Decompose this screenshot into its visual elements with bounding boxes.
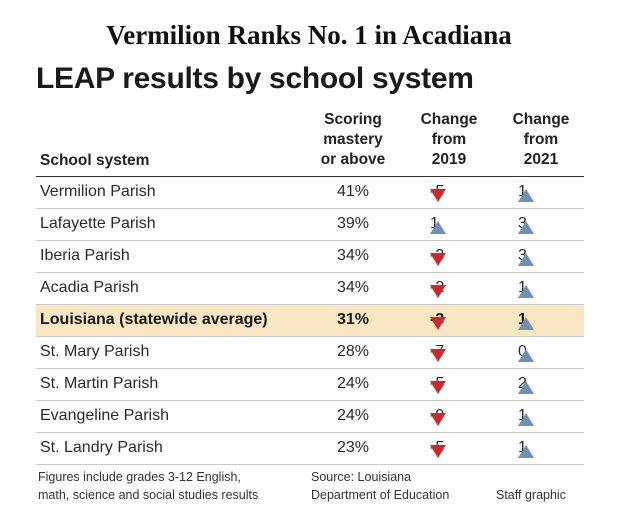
change-2019-cell: -3 <box>430 247 446 266</box>
results-table: School system Scoring mastery or above C… <box>36 100 584 465</box>
table-row: Lafayette Parish 39% 1 3 <box>36 209 584 241</box>
up-triangle-icon <box>518 381 534 394</box>
change-2019-cell: -5 <box>430 183 446 202</box>
mastery-value: 28% <box>336 343 370 360</box>
down-triangle-icon <box>430 381 446 394</box>
down-triangle-icon <box>430 413 446 426</box>
header-change-2021-line-3: 2021 <box>523 151 559 168</box>
table-header: School system Scoring mastery or above C… <box>36 100 584 177</box>
change-2021-cell: 0 <box>518 343 534 362</box>
table-row: St. Martin Parish 24% -5 2 <box>36 369 584 401</box>
table-body: Vermilion Parish 41% -5 1 Lafayette Parish 39… <box>36 177 584 465</box>
footnote: Figures include grades 3-12 English, mat… <box>38 468 258 504</box>
mastery-value: 24% <box>336 375 370 392</box>
mastery-value: 41% <box>336 183 370 200</box>
change-2019-cell: -3 <box>430 311 446 330</box>
school-system-name: St. Martin Parish <box>40 375 159 392</box>
source-note: Source: Louisiana Department of Educatio… <box>311 468 449 504</box>
change-2019-cell: -9 <box>430 407 446 426</box>
down-triangle-icon <box>430 253 446 266</box>
down-triangle-icon <box>430 317 446 330</box>
down-triangle-icon <box>430 445 446 458</box>
source-line-1: Source: Louisiana <box>311 470 412 484</box>
up-triangle-icon <box>518 413 534 426</box>
header-mastery-line-1: Scoring <box>324 111 382 128</box>
footnote-line-2: math, science and social studies results <box>38 488 259 502</box>
header-change-2019-line-3: 2019 <box>431 151 467 168</box>
table-row: Evangeline Parish 24% -9 1 <box>36 401 584 433</box>
up-triangle-icon <box>518 253 534 266</box>
school-system-name: Evangeline Parish <box>40 407 169 424</box>
change-2019-cell: -5 <box>430 439 446 458</box>
mastery-value: 34% <box>336 247 370 264</box>
change-2021-cell: 1 <box>518 279 534 298</box>
change-2021-cell: 1 <box>518 311 534 330</box>
source-line-2: Department of Education <box>311 488 450 502</box>
up-triangle-icon <box>518 349 534 362</box>
mastery-value: 24% <box>336 407 370 424</box>
header-change-2021: Change from 2021 <box>501 110 581 170</box>
mastery-value: 34% <box>336 279 370 296</box>
up-triangle-icon <box>518 189 534 202</box>
school-system-name: St. Landry Parish <box>40 439 163 456</box>
footnote-line-1: Figures include grades 3-12 English, <box>38 470 241 484</box>
table-row: Vermilion Parish 41% -5 1 <box>36 177 584 209</box>
chart-title: LEAP results by school system <box>36 62 474 95</box>
up-triangle-icon <box>518 221 534 234</box>
up-triangle-icon <box>518 285 534 298</box>
mastery-value: 39% <box>336 215 370 232</box>
down-triangle-icon <box>430 189 446 202</box>
down-triangle-icon <box>430 349 446 362</box>
up-triangle-icon <box>518 317 534 330</box>
school-system-name: Vermilion Parish <box>40 183 156 200</box>
change-2019-cell: 1 <box>430 215 446 234</box>
header-change-2019-line-2: from <box>431 131 467 148</box>
table-row: St. Mary Parish 28% -7 0 <box>36 337 584 369</box>
header-change-2019-line-1: Change <box>420 111 478 128</box>
school-system-name: Acadia Parish <box>40 279 139 296</box>
up-triangle-icon <box>518 445 534 458</box>
header-change-2019: Change from 2019 <box>408 110 490 170</box>
up-triangle-icon <box>430 221 446 234</box>
header-mastery-line-3: or above <box>320 151 386 168</box>
table-row: St. Landry Parish 23% -5 1 <box>36 433 584 465</box>
header-change-2021-line-2: from <box>523 131 559 148</box>
header-school-system: School system <box>40 152 150 169</box>
mastery-value: 31% <box>336 311 370 328</box>
school-system-name: Louisiana (statewide average) <box>40 311 268 328</box>
table-row: Louisiana (statewide average) 31% -3 1 <box>36 305 584 337</box>
change-2021-cell: 1 <box>518 439 534 458</box>
change-2019-cell: -7 <box>430 343 446 362</box>
change-2019-cell: -2 <box>430 279 446 298</box>
down-triangle-icon <box>430 285 446 298</box>
change-2021-cell: 3 <box>518 247 534 266</box>
header-change-2021-line-1: Change <box>512 111 570 128</box>
school-system-name: Lafayette Parish <box>40 215 156 232</box>
header-mastery-line-2: mastery <box>323 131 383 148</box>
credit: Staff graphic <box>496 488 566 502</box>
table-row: Acadia Parish 34% -2 1 <box>36 273 584 305</box>
header-mastery: Scoring mastery or above <box>311 110 395 170</box>
school-system-name: Iberia Parish <box>40 247 130 264</box>
headline: Vermilion Ranks No. 1 in Acadiana <box>106 20 512 50</box>
table-row: Iberia Parish 34% -3 3 <box>36 241 584 273</box>
change-2021-cell: 1 <box>518 407 534 426</box>
change-2021-cell: 3 <box>518 215 534 234</box>
school-system-name: St. Mary Parish <box>40 343 150 360</box>
mastery-value: 23% <box>336 439 370 456</box>
change-2019-cell: -5 <box>430 375 446 394</box>
change-2021-cell: 1 <box>518 183 534 202</box>
change-2021-cell: 2 <box>518 375 534 394</box>
